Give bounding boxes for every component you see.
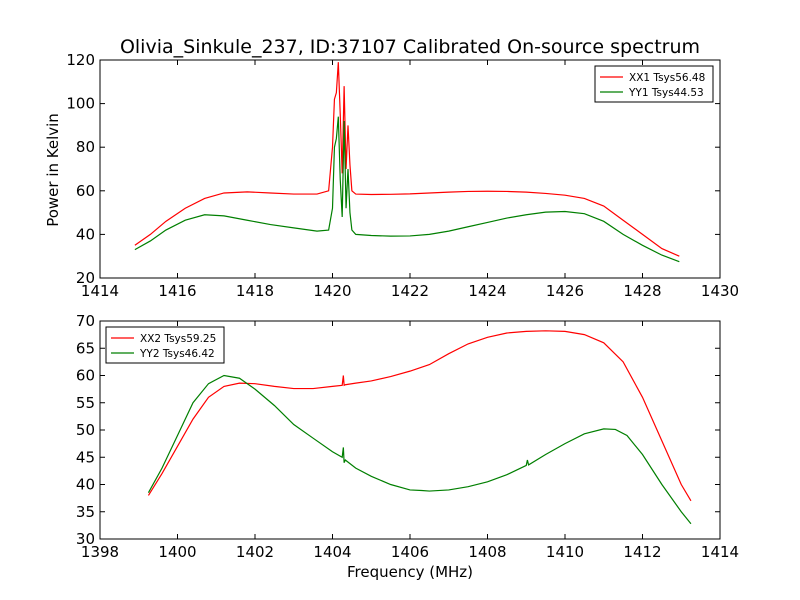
series-line-xx1 [134, 62, 680, 257]
x-tick-label: 1412 [623, 543, 661, 561]
x-tick-label: 1426 [546, 282, 584, 300]
y-tick-label: 35 [76, 503, 95, 521]
x-tick-label: 1400 [158, 543, 196, 561]
x-tick-label: 1408 [468, 543, 506, 561]
x-tick-label: 1424 [468, 282, 506, 300]
x-tick-label: 1418 [236, 282, 274, 300]
plot-panels: 1414 1416 1418 1420 1422 1424 1426 1428 1430 20 40… [66, 51, 739, 561]
x-tick-label: 1410 [546, 543, 584, 561]
y-tick-label: 80 [76, 138, 95, 156]
x-tick-label: 1404 [313, 543, 351, 561]
x-tick-label: 1416 [158, 282, 196, 300]
panel-2: 1398 1400 1402 1404 1406 1408 1410 1412 1414 30 35… [76, 312, 739, 561]
y-tick-label: 70 [76, 312, 95, 330]
series-line-yy2 [147, 374, 692, 525]
x-tick-label: 1406 [391, 543, 429, 561]
y-tick-label: 30 [76, 530, 95, 548]
y-tick-label: 100 [66, 95, 95, 113]
y-tick-label: 40 [76, 225, 95, 243]
x-tick-label: 1398 [81, 543, 119, 561]
legend-box [105, 326, 225, 364]
y-tick-label: 40 [76, 476, 95, 494]
legend-label: YY1 Tsys44.53 [628, 87, 704, 99]
y-tick-label: 45 [76, 448, 95, 466]
chart-title: Olivia_Sinkule_237, ID:37107 Calibrated … [120, 36, 700, 58]
x-axis-label: Frequency (MHz) [347, 563, 473, 581]
y-tick-label: 60 [76, 182, 95, 200]
y-tick-label: 50 [76, 421, 95, 439]
series-line-yy1 [134, 116, 680, 263]
legend-box [594, 65, 714, 103]
panel-1: 1414 1416 1418 1420 1422 1424 1426 1428 1430 20 40… [66, 51, 739, 300]
x-tick-label: 1430 [701, 282, 739, 300]
x-tick-label: 1422 [391, 282, 429, 300]
x-tick-label: 1414 [81, 282, 119, 300]
legend: XX2 Tsys59.25 YY2 Tsys46.42 [105, 326, 225, 364]
legend-label: XX2 Tsys59.25 [140, 333, 216, 345]
series-line-xx2 [147, 330, 692, 502]
y-tick-label: 55 [76, 394, 95, 412]
y-tick-label: 60 [76, 367, 95, 385]
y-axis-label: Power in Kelvin [44, 113, 62, 227]
x-tick-label: 1402 [236, 543, 274, 561]
legend-label: YY2 Tsys46.42 [139, 348, 215, 360]
legend: XX1 Tsys56.48 YY1 Tsys44.53 [594, 65, 714, 103]
x-tick-label: 1420 [313, 282, 351, 300]
y-tick-label: 120 [66, 51, 95, 69]
x-tick-label: 1428 [623, 282, 661, 300]
x-tick-label: 1414 [701, 543, 739, 561]
y-tick-label: 65 [76, 339, 95, 357]
legend-label: XX1 Tsys56.48 [629, 72, 705, 84]
y-tick-label: 20 [76, 269, 95, 287]
